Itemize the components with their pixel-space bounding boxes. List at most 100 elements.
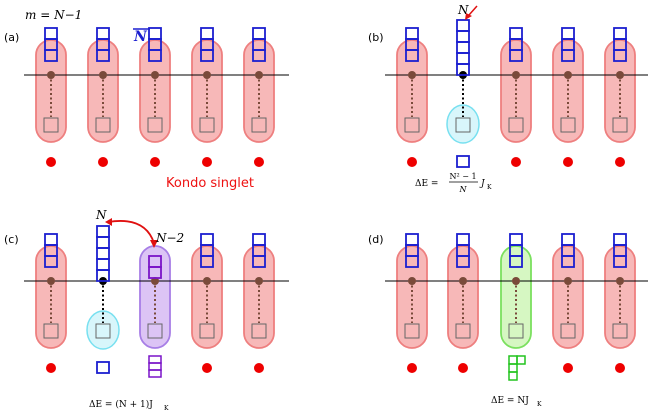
red-arrowhead bbox=[150, 240, 158, 248]
tableau-box bbox=[509, 27, 523, 40]
panel-b-energy-formula: ΔE = N² − 1 N J K bbox=[415, 172, 492, 194]
tableau-box bbox=[200, 49, 214, 62]
site-dot bbox=[408, 71, 416, 79]
site-dot bbox=[564, 71, 572, 79]
kondo-singlet-caption: Kondo singlet bbox=[166, 176, 254, 191]
impurity-box bbox=[95, 323, 111, 339]
red-arrowhead bbox=[465, 13, 472, 20]
conduction-electron-dot bbox=[615, 363, 625, 373]
cyan-bubble bbox=[86, 310, 120, 350]
impurity-box bbox=[404, 323, 420, 339]
conduction-electron-dot bbox=[407, 363, 417, 373]
site-dot bbox=[255, 277, 263, 285]
energy-b-numerator: N² − 1 bbox=[449, 172, 476, 181]
energy-b-denominator: N bbox=[459, 185, 468, 194]
impurity-box bbox=[199, 323, 215, 339]
tableau-box bbox=[200, 27, 214, 40]
panel-c-n-label: N bbox=[95, 208, 107, 222]
tableau-box bbox=[148, 27, 162, 40]
conduction-electron-dot bbox=[202, 157, 212, 167]
site-dot bbox=[408, 277, 416, 285]
site-pill bbox=[35, 245, 67, 349]
tableau-box bbox=[613, 27, 627, 40]
site-pill bbox=[35, 39, 67, 143]
impurity-box bbox=[455, 323, 471, 339]
tableau-box bbox=[96, 49, 110, 62]
site-dot bbox=[47, 71, 55, 79]
tableau-box bbox=[561, 233, 575, 246]
conduction-electron-dot bbox=[563, 157, 573, 167]
tableau-box bbox=[96, 225, 110, 238]
conduction-electron-dot bbox=[254, 157, 264, 167]
impurity-box bbox=[612, 117, 628, 133]
panel-c-label: (c) bbox=[4, 233, 19, 246]
tableau-box bbox=[456, 19, 470, 32]
tableau-box bbox=[148, 266, 162, 279]
site-pill bbox=[191, 39, 223, 143]
impurity-box bbox=[508, 323, 524, 339]
impurity-box bbox=[612, 323, 628, 339]
impurity-box bbox=[508, 117, 524, 133]
energy-d-text: ΔE = NJ bbox=[491, 396, 529, 406]
tableau-box bbox=[561, 255, 575, 268]
tableau-box bbox=[456, 233, 470, 246]
site-pill bbox=[604, 39, 636, 143]
tableau-box bbox=[456, 63, 470, 76]
tableau-box bbox=[44, 233, 58, 246]
tableau-box bbox=[405, 49, 419, 62]
site-pill bbox=[243, 39, 275, 143]
site-pill bbox=[604, 245, 636, 349]
energy-b-lhs: ΔE = bbox=[415, 179, 438, 189]
tableau-box bbox=[613, 49, 627, 62]
tableau-box bbox=[200, 233, 214, 246]
panel-a-label: (a) bbox=[4, 31, 19, 44]
tableau-box bbox=[148, 49, 162, 62]
tableau-box bbox=[148, 355, 162, 364]
impurity-box bbox=[43, 323, 59, 339]
tableau-box bbox=[44, 27, 58, 40]
site-dot bbox=[255, 71, 263, 79]
tableau-box bbox=[405, 233, 419, 246]
tableau-box bbox=[96, 269, 110, 282]
tableau-box bbox=[508, 371, 518, 381]
impurity-box bbox=[147, 117, 163, 133]
impurity-box bbox=[199, 117, 215, 133]
tableau-box bbox=[561, 27, 575, 40]
impurity-box bbox=[43, 117, 59, 133]
tableau-box bbox=[516, 355, 526, 365]
red-arrow bbox=[107, 220, 155, 244]
impurity-box bbox=[455, 117, 471, 133]
site-dot bbox=[616, 71, 624, 79]
site-dot bbox=[564, 277, 572, 285]
site-dot bbox=[151, 71, 159, 79]
tableau-box bbox=[405, 27, 419, 40]
site-dot bbox=[512, 277, 520, 285]
site-pill bbox=[396, 245, 428, 349]
tableau-box bbox=[456, 41, 470, 54]
site-dot bbox=[203, 71, 211, 79]
panel-c bbox=[24, 218, 289, 378]
site-pill bbox=[500, 245, 532, 349]
tableau-box bbox=[456, 30, 470, 43]
conduction-electron-dot bbox=[202, 363, 212, 373]
site-pill bbox=[191, 245, 223, 349]
conduction-electron-dot bbox=[458, 363, 468, 373]
overline-n-label: N bbox=[133, 29, 148, 45]
tableau-box bbox=[252, 233, 266, 246]
panel-d-label: (d) bbox=[368, 233, 384, 246]
panel-b-label: (b) bbox=[368, 31, 384, 44]
impurity-box bbox=[95, 117, 111, 133]
cyan-bubble bbox=[446, 104, 480, 144]
site-pill bbox=[552, 245, 584, 349]
tableau-box bbox=[456, 155, 470, 168]
energy-c-text: ΔE = (N + 1)J bbox=[89, 399, 153, 410]
tableau-box bbox=[148, 369, 162, 378]
site-pill bbox=[500, 39, 532, 143]
site-pill bbox=[396, 39, 428, 143]
tableau-box bbox=[96, 236, 110, 249]
tableau-box bbox=[96, 27, 110, 40]
conduction-electron-dot bbox=[615, 157, 625, 167]
tableau-box bbox=[509, 255, 523, 268]
impurity-box bbox=[404, 117, 420, 133]
